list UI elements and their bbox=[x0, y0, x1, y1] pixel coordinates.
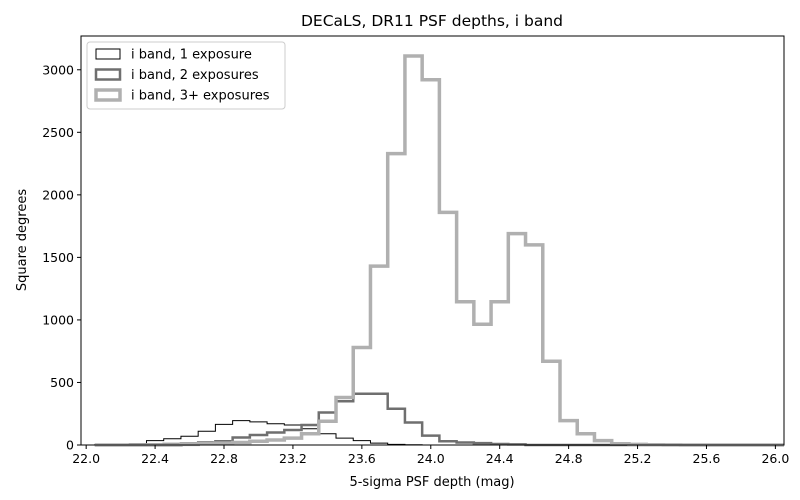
y-tick-label: 500 bbox=[50, 375, 74, 390]
x-tick-label: 24.0 bbox=[417, 451, 445, 466]
legend-label-series-1: i band, 1 exposure bbox=[131, 48, 252, 63]
x-axis: 22.0 22.4 22.8 23.2 23.6 24.0 24.4 24.8 25.2 25.6… bbox=[72, 445, 789, 466]
y-tick-label: 2500 bbox=[42, 125, 74, 140]
legend: i band, 1 exposure i band, 2 exposures i b… bbox=[86, 41, 286, 110]
y-axis: 0 500 1000 1500 2000 2500 3000 bbox=[42, 62, 81, 453]
x-tick-label: 24.8 bbox=[555, 451, 583, 466]
y-tick-label: 3000 bbox=[42, 62, 74, 77]
chart-title: DECaLS, DR11 PSF depths, i band bbox=[301, 12, 563, 30]
y-tick-label: 1500 bbox=[42, 250, 74, 265]
y-tick-label: 1000 bbox=[42, 312, 74, 327]
series-3-step-line bbox=[94, 54, 784, 447]
y-tick-label: 0 bbox=[66, 438, 74, 453]
legend-swatch-series-3 bbox=[94, 88, 122, 102]
x-tick-label: 24.4 bbox=[486, 451, 514, 466]
x-tick-label: 23.6 bbox=[348, 451, 376, 466]
x-tick-label: 25.6 bbox=[693, 451, 721, 466]
x-tick-label: 22.0 bbox=[72, 451, 100, 466]
x-tick-label: 25.2 bbox=[624, 451, 652, 466]
legend-label-series-2: i band, 2 exposures bbox=[131, 68, 259, 83]
legend-label-series-3: i band, 3+ exposures bbox=[131, 89, 270, 104]
x-tick-label: 22.4 bbox=[141, 451, 169, 466]
x-tick-label: 23.2 bbox=[279, 451, 307, 466]
x-tick-label: 22.8 bbox=[210, 451, 238, 466]
y-tick-label: 2000 bbox=[42, 187, 74, 202]
legend-swatch-series-1 bbox=[95, 48, 121, 60]
plot-frame bbox=[80, 35, 785, 446]
legend-box bbox=[86, 41, 286, 110]
legend-swatch-series-2 bbox=[94, 68, 122, 81]
x-tick-label: 26.0 bbox=[761, 451, 789, 466]
y-axis-label: Square degrees bbox=[15, 189, 30, 291]
x-axis-label: 5-sigma PSF depth (mag) bbox=[349, 475, 514, 490]
